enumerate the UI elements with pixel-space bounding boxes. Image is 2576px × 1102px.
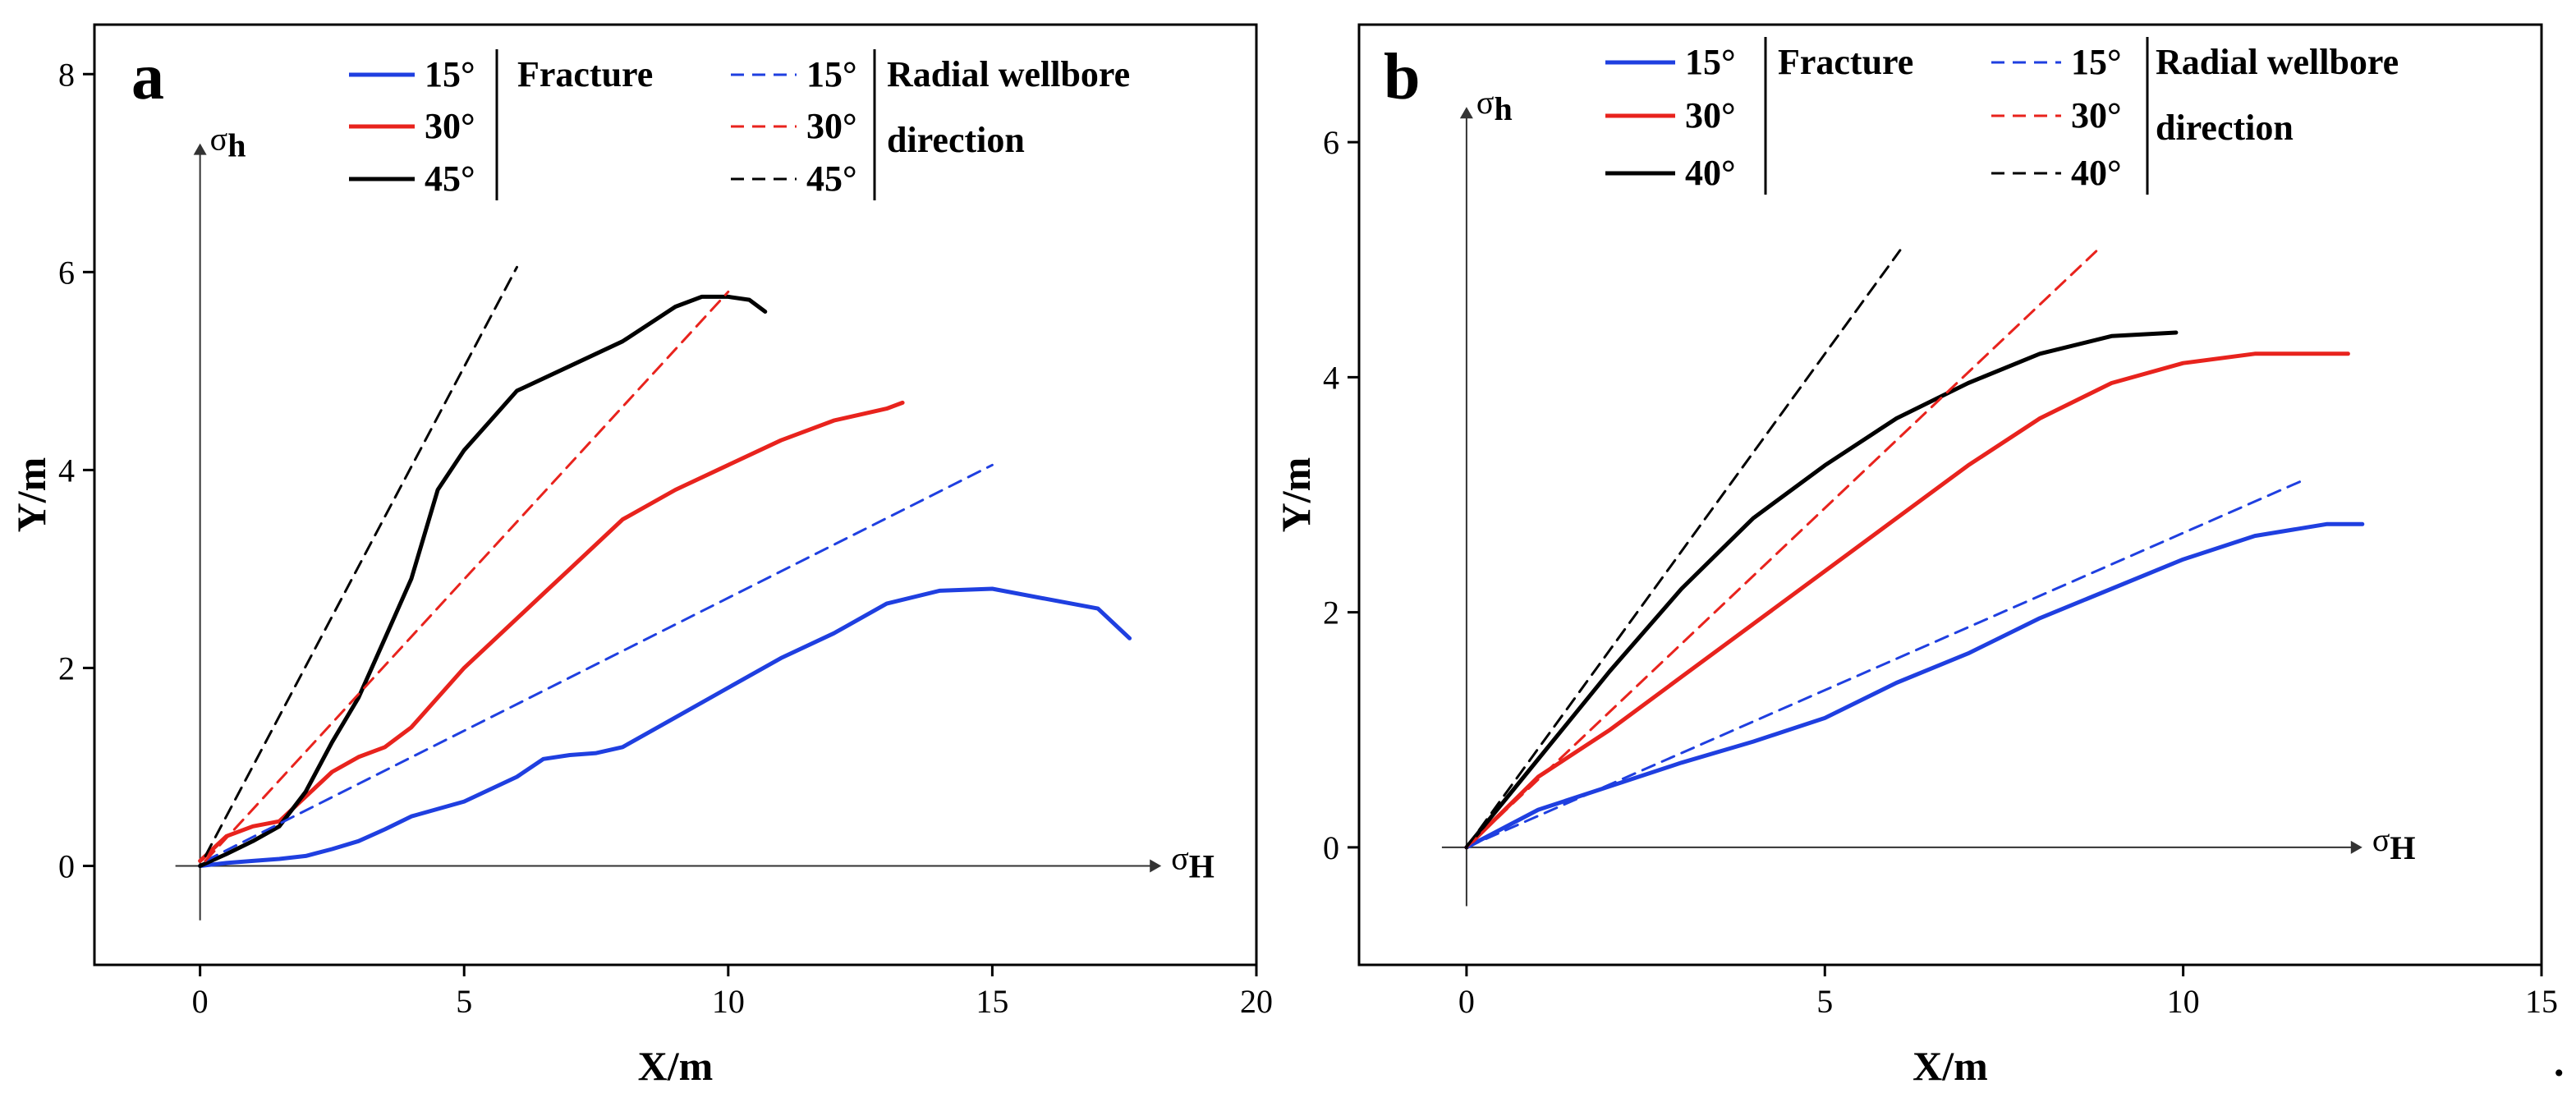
legend-entry-fracture: 15° [425, 54, 475, 94]
legend-entry-fracture: 15° [1685, 42, 1736, 82]
fracture-line-15deg [198, 586, 1132, 868]
y-tick-label: 0 [58, 847, 75, 884]
y-axis-title: Y/m [8, 457, 54, 533]
trailing-period: . [2554, 1039, 2565, 1085]
sigma-H-subscript: H [2390, 829, 2415, 866]
legend-group-title-radial-line1: Radial wellbore [2156, 42, 2399, 82]
legend-group-title-radial-line1: Radial wellbore [887, 54, 1130, 94]
x-tick-label: 0 [1458, 983, 1475, 1020]
fracture-line-30deg [1464, 351, 2350, 850]
x-tick-label: 0 [192, 983, 209, 1020]
sigma-H-arrowhead [2350, 840, 2362, 854]
legend-entry-radial: 30° [806, 106, 857, 146]
x-tick-label: 5 [456, 983, 472, 1020]
sigma-H-symbol: σ [1171, 839, 1189, 876]
x-tick-label: 5 [1816, 983, 1833, 1020]
y-axis-title: Y/m [1273, 457, 1319, 533]
radial-wellbore-line-30deg [1465, 249, 2099, 849]
x-axis-title: X/m [1912, 1043, 1988, 1089]
x-tick-label: 15 [976, 983, 1008, 1020]
y-tick-label: 2 [58, 650, 75, 686]
sigma-H-subscript: H [1189, 847, 1215, 884]
x-tick-label: 10 [712, 983, 745, 1020]
sigma-h-arrowhead [193, 143, 207, 155]
legend-entry-radial: 15° [2071, 42, 2122, 82]
radial-wellbore-line-40deg [1465, 249, 1902, 849]
sigma-H-symbol: σ [2372, 821, 2390, 858]
fracture-line-45deg [198, 294, 768, 868]
radial-wellbore-line-45deg [204, 265, 518, 857]
y-tick-label: 0 [1323, 829, 1339, 866]
y-tick-label: 2 [1323, 595, 1339, 631]
legend-group-title-fracture: Fracture [517, 54, 653, 94]
fracture-line-40deg [1464, 330, 2179, 850]
legend-entry-fracture: 45° [425, 158, 475, 199]
legend-entry-radial: 30° [2071, 95, 2122, 135]
legend-group-title-radial-line2: direction [887, 120, 1025, 160]
panel-letter: a [131, 41, 164, 113]
legend-entry-radial: 45° [806, 158, 857, 199]
sigma-H-arrowhead [1150, 859, 1162, 873]
legend-entry-radial: 15° [806, 54, 857, 94]
sigma-H-label: σH [2372, 821, 2416, 866]
sigma-h-subscript: h [1494, 90, 1512, 127]
panel-a: 0 5 10 15 2002468X/mY/maσhσH15°30°45°15°30°4… [8, 23, 1273, 1089]
legend: 15° 30° 40° 15° 30° 40° Fracture Radial wellbor… [1605, 37, 2399, 195]
panel-letter: b [1384, 41, 1421, 113]
fracture-line-15deg [1464, 521, 2365, 850]
radial-wellbore-line-15deg [1465, 478, 2307, 849]
legend-entry-fracture: 30° [1685, 95, 1736, 135]
sigma-h-label: σh [210, 121, 246, 164]
legend-entry-radial: 40° [2071, 153, 2122, 193]
y-tick-label: 6 [58, 254, 75, 291]
plot-frame [1357, 23, 2543, 967]
legend-entry-fracture: 40° [1685, 153, 1736, 193]
legend-entry-fracture: 30° [425, 106, 475, 146]
y-tick-label: 8 [58, 56, 75, 93]
y-tick-label: 4 [58, 452, 75, 489]
sigma-h-symbol: σ [1476, 84, 1495, 121]
sigma-h-subscript: h [227, 127, 246, 164]
x-tick-label: 10 [2167, 983, 2200, 1020]
radial-wellbore-line-15deg [204, 463, 994, 862]
y-tick-label: 4 [1323, 359, 1339, 396]
plot-frame [93, 23, 1258, 967]
sigma-H-label: σH [1171, 839, 1215, 884]
x-tick-label: 20 [1240, 983, 1273, 1020]
legend-group-title-radial-line2: direction [2156, 108, 2294, 148]
sigma-h-arrowhead [1459, 107, 1473, 119]
sigma-h-label: σh [1476, 84, 1513, 127]
sigma-h-symbol: σ [210, 121, 228, 158]
radial-wellbore-line-30deg [204, 290, 730, 862]
legend-group-title-fracture: Fracture [1778, 42, 1913, 82]
x-tick-label: 15 [2525, 983, 2558, 1020]
x-axis-title: X/m [638, 1043, 714, 1089]
y-tick-label: 6 [1323, 124, 1339, 161]
legend: 15° 30° 45° 15° 30° 45° Fracture Radial wellbor… [349, 49, 1130, 200]
